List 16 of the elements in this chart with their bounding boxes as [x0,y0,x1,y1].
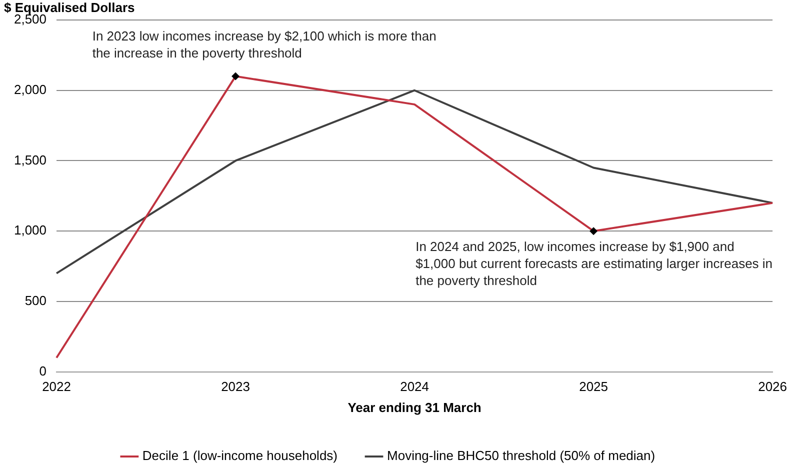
y-tick-label: 1,000 [14,222,47,238]
x-axis-title: Year ending 31 March [348,400,482,415]
y-axis-title: $ Equivalised Dollars [4,0,135,16]
x-tick-label: 2024 [400,379,429,394]
x-tick-label: 2023 [221,379,250,394]
x-tick-label: 2025 [579,379,608,394]
legend-label: Decile 1 (low-income households) [142,448,338,464]
y-tick-label: 1,500 [14,152,47,168]
annotation: In 2024 and 2025, low incomes increase by $1,900 and $1,000 but current forecasts are estimating larger increases in the poverty threshold [416,239,773,288]
y-tick-label: 0 [39,363,47,378]
legend-label: Moving-line BHC50 threshold (50% of median) [387,448,656,464]
x-tick-label: 2022 [42,379,71,394]
y-tick-label: 500 [24,293,47,308]
x-tick-label: 2026 [758,379,787,394]
annotation: In 2023 low incomes increase by $2,100 which is more than the increase in the poverty threshold [92,28,436,60]
y-tick-label: 2,000 [14,82,47,97]
